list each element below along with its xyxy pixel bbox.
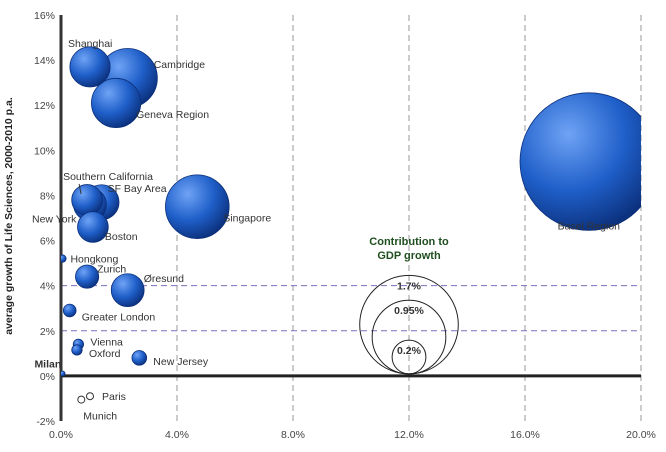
legend-value: 0.95% [394, 305, 424, 317]
point-label: Paris [102, 391, 126, 403]
point-label: Southern California [63, 171, 153, 183]
legend-title: Contribution to [369, 236, 449, 248]
x-tick-label: 8.0% [281, 429, 305, 441]
y-tick-label: 2% [40, 326, 55, 338]
point-label: New Jersey [153, 356, 209, 368]
label-layer: Shanghai Cambridge Geneva Region Southern C… [32, 38, 620, 423]
y-axis-label: average growth of Life Sciences, 2000-20… [3, 97, 15, 335]
legend: Contribution to GDP growth 1.7% 0.95% 0.2% [359, 236, 459, 375]
bubble-singapore [165, 174, 230, 239]
point-label: New York [32, 213, 77, 225]
bubble-new-jersey [131, 350, 148, 366]
point-label: Basel Region [558, 221, 621, 233]
x-tick-label: 20.0% [626, 429, 656, 441]
y-tick-label: 8% [40, 190, 55, 202]
legend-value: 0.2% [397, 345, 422, 357]
axis-layer: 0.0% 4.0% 8.0% 12.0% 16.0% 20.0% -2% 0% 2% 4% 6% 8%… [34, 10, 656, 441]
point-label: Cambridge [154, 59, 206, 71]
legend-circle [391, 339, 427, 375]
bubble-shanghai [69, 46, 111, 88]
point-label: Oxford [89, 348, 121, 360]
bubble-layer [61, 46, 641, 404]
bubble-basel-region [519, 92, 641, 231]
point-label: Munich [83, 411, 117, 423]
y-tick-label: -2% [36, 416, 55, 428]
x-tick-label: 0.0% [49, 429, 73, 441]
point-label: Boston [105, 231, 138, 243]
bubble-hongkong [61, 254, 67, 263]
y-tick-label: 4% [40, 281, 55, 293]
bubble-boston [77, 211, 109, 243]
point-label: Geneva Region [136, 109, 209, 121]
y-tick-label: 16% [34, 10, 55, 22]
legend-title: GDP growth [377, 250, 441, 262]
bubble-geneva-region [91, 77, 142, 129]
point-label: Øresund [144, 273, 184, 285]
point-label: SF Bay Area [108, 183, 167, 195]
bubble-paris [86, 392, 94, 401]
bubble-munich [77, 395, 86, 404]
y-tick-label: 14% [34, 55, 55, 67]
x-tick-label: 12.0% [394, 429, 424, 441]
bubble--resund [110, 273, 145, 308]
bubble-milan [61, 370, 66, 377]
legend-value: 1.7% [397, 280, 422, 292]
y-tick-label: 10% [34, 145, 55, 157]
bubble-southern-california [71, 184, 103, 216]
point-label: Zurich [97, 264, 126, 276]
point-label: Shanghai [68, 38, 112, 50]
x-tick-label: 4.0% [165, 429, 189, 441]
y-tick-label: 0% [40, 371, 55, 383]
y-tick-label: 6% [40, 236, 55, 248]
point-label: Greater London [82, 311, 156, 323]
point-label: Vienna [90, 336, 123, 348]
leader-line [78, 183, 82, 195]
x-tick-label: 16.0% [510, 429, 540, 441]
point-label: Singapore [223, 213, 271, 225]
point-label: Hongkong [70, 254, 118, 266]
point-label: Milan [34, 359, 61, 371]
y-tick-label: 12% [34, 100, 55, 112]
bubble-greater-london [62, 303, 77, 318]
bubble-oxford [71, 344, 83, 356]
bubble-zurich [75, 264, 100, 289]
